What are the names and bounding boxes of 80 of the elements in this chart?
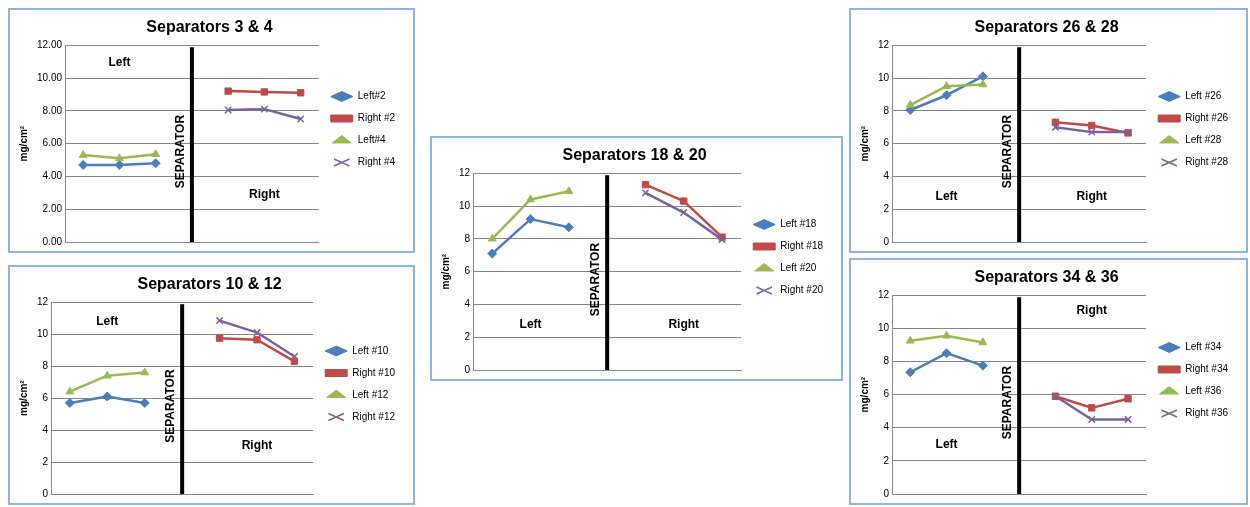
legend-label: Right #10 [352,366,396,378]
legend-label: Left #12 [352,388,389,400]
legend-label: Right #26 [1185,112,1229,124]
chart-title: Separators 34 & 36 [974,268,1119,286]
chart-title: Separators 26 & 28 [974,18,1119,36]
legend-label: Left #10 [352,344,389,356]
legend-label: Right #20 [780,284,824,296]
y-tick-label: 2 [42,455,49,467]
y-tick-label: 4.00 [42,170,63,182]
legend-label: Right #12 [352,410,396,422]
y-tick-label: 10 [878,322,890,334]
legend-label: Right #34 [1185,363,1229,375]
legend-label: Left #28 [1185,134,1222,146]
chart-title: Separators 18 & 20 [562,146,707,164]
annotation: Left [96,313,119,328]
y-tick-label: 12 [37,295,49,307]
y-tick-label: 6 [883,137,890,149]
legend-label: Left #20 [780,262,817,274]
y-tick-label: 10 [878,71,890,83]
chart-title: Separators 10 & 12 [137,275,282,293]
annotation: Right [249,187,280,202]
y-tick-label: 10 [37,327,49,339]
y-tick-label: 0 [883,487,890,499]
y-tick-label: 2 [464,330,471,342]
legend-label: Left #36 [1185,385,1222,397]
y-tick-label: 4 [42,423,49,435]
legend-label: Left #18 [780,218,817,230]
y-tick-label: 12 [459,166,471,178]
legend-label: Right #18 [780,240,824,252]
annotation: Right [668,317,700,332]
legend-label: Right #4 [357,156,396,168]
annotation: SEPARATOR [173,114,188,189]
y-tick-label: 12 [878,288,890,300]
y-tick-label: 6 [464,265,471,277]
y-tick-label: 8 [464,232,471,244]
y-axis-title: mg/cm² [439,253,451,290]
y-tick-label: 10.00 [36,71,63,83]
y-tick-label: 0 [464,363,471,375]
annotation: Right [241,438,273,453]
legend-label: Left #34 [1185,341,1222,353]
annotation: Left [935,189,958,204]
y-tick-label: 8 [883,355,890,367]
annotation: SEPARATOR [1000,365,1015,440]
annotation: Left [108,55,131,70]
y-tick-label: 10 [459,199,471,211]
annotation: SEPARATOR [588,242,603,317]
y-tick-label: 2 [883,202,890,214]
y-tick-label: 0.00 [42,235,63,247]
y-tick-label: 0 [883,235,890,247]
y-axis-title: mg/cm² [17,379,29,416]
legend-label: Right #28 [1185,156,1229,168]
y-axis-title: mg/cm² [17,125,29,162]
y-tick-label: 6 [883,388,890,400]
legend-label: Right #36 [1185,407,1229,419]
annotation: Right [1076,189,1108,204]
y-tick-label: 4 [883,421,890,433]
y-tick-label: 4 [883,170,890,182]
legend-label: Right #2 [357,112,396,124]
y-tick-label: 2.00 [42,202,63,214]
y-tick-label: 2 [883,454,890,466]
legend-label: Left #26 [1185,90,1222,102]
annotation: SEPARATOR [163,369,178,443]
annotation: Left [519,317,542,332]
y-tick-label: 6.00 [42,137,63,149]
annotation: SEPARATOR [1000,114,1015,189]
y-tick-label: 8 [883,104,890,116]
y-tick-label: 12 [878,38,890,50]
chart-title: Separators 3 & 4 [146,18,273,36]
y-tick-label: 8.00 [42,104,63,116]
legend-label: Left#4 [357,134,386,146]
y-tick-label: 4 [464,298,471,310]
annotation: Right [1076,303,1108,318]
y-tick-label: 0 [42,487,49,499]
y-tick-label: 12.00 [36,38,63,50]
y-tick-label: 8 [42,359,49,371]
y-tick-label: 6 [42,391,49,403]
y-axis-title: mg/cm² [858,125,870,162]
annotation: Left [935,436,958,451]
y-axis-title: mg/cm² [858,376,870,413]
legend-label: Left#2 [357,90,386,102]
